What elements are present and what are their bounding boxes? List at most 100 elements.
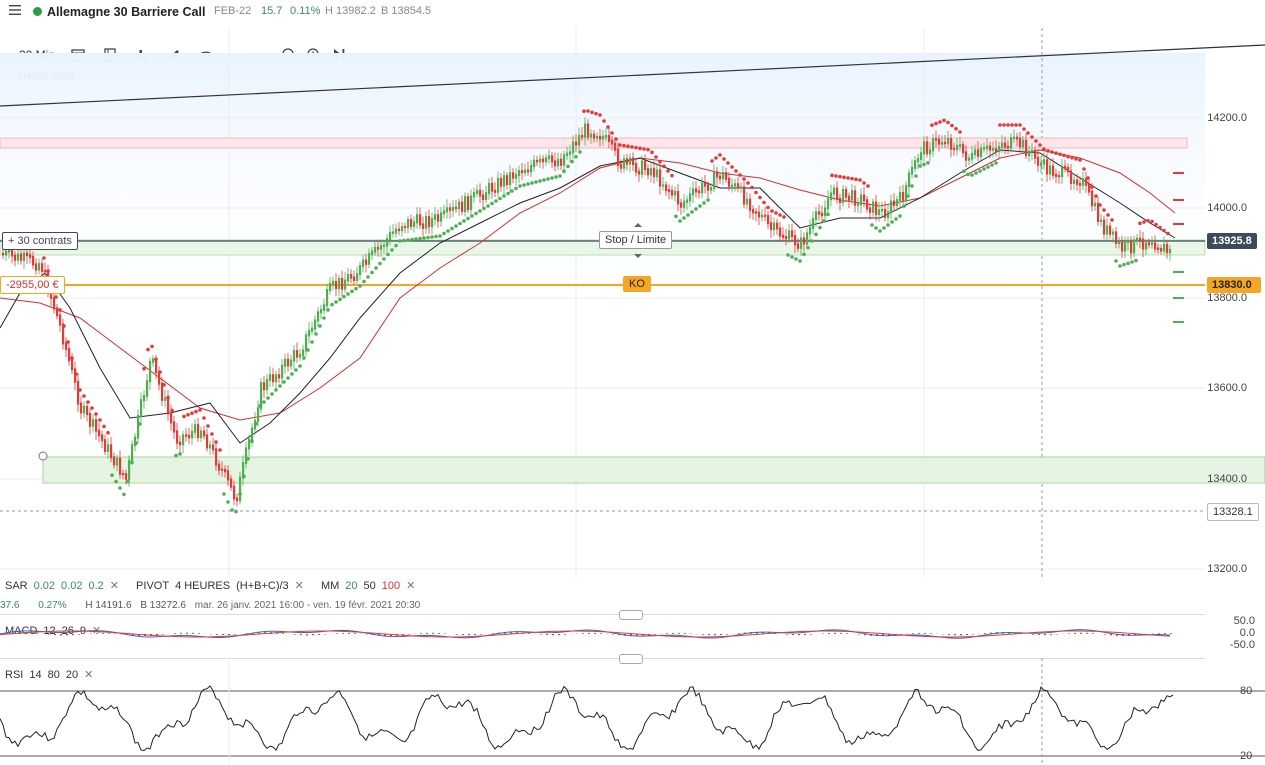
- instrument-header: Allemagne 30 Barriere Call FEB-22 15.7 0…: [0, 0, 1265, 24]
- candle-body: [959, 144, 962, 147]
- mm-param: 50: [363, 580, 376, 592]
- price-axis: 14200.0 14000.0 13800.0 13600.0 13400.0 …: [1205, 28, 1265, 578]
- candle-body: [902, 191, 905, 201]
- candle-body: [44, 270, 47, 273]
- macd-histogram-bar: [456, 634, 458, 635]
- candle-body: [782, 234, 785, 239]
- range-stats: 37.6 0.27% H 14191.6 B 13272.6 mar. 26 j…: [0, 600, 426, 611]
- candle-body: [1127, 239, 1130, 244]
- stop-limit-arrows-icon[interactable]: [634, 223, 642, 258]
- candle-body: [470, 195, 473, 211]
- macd-histogram-bar: [186, 632, 188, 634]
- sar-dot: [834, 174, 838, 178]
- macd-histogram-bar: [672, 632, 674, 634]
- candle-body: [146, 380, 149, 397]
- sar-dot: [1158, 225, 1162, 230]
- sar-dot: [538, 179, 542, 183]
- sar-dot: [1130, 260, 1134, 264]
- candle-body: [239, 476, 242, 502]
- candle-body: [815, 211, 818, 220]
- sar-close-icon[interactable]: ✕: [109, 580, 119, 592]
- sar-dot: [490, 201, 494, 206]
- sar-dot: [526, 182, 530, 186]
- candle-body: [491, 182, 494, 192]
- macd-histogram-bar: [1116, 634, 1118, 636]
- sar-dot: [118, 486, 122, 490]
- rsi-pane-resize-handle[interactable]: [619, 654, 643, 664]
- sar-dot: [1118, 264, 1122, 268]
- candle-body: [191, 430, 194, 439]
- candle-body: [551, 155, 554, 163]
- macd-histogram-bar: [312, 634, 314, 636]
- sar-dot: [970, 173, 974, 177]
- candle-body: [764, 214, 767, 217]
- candle-body: [986, 145, 989, 150]
- sar-dot: [1030, 135, 1034, 139]
- candle-body: [818, 211, 821, 215]
- macd-histogram-bar: [666, 633, 668, 634]
- ko-marker[interactable]: KO: [623, 276, 651, 292]
- candle-body: [29, 254, 32, 258]
- candle-body: [1028, 150, 1031, 157]
- candle-body: [320, 308, 323, 314]
- sar-dot: [962, 169, 966, 173]
- sar-dot: [98, 418, 102, 422]
- candle-body: [440, 212, 443, 222]
- sar-dot: [282, 380, 286, 384]
- candle-body: [854, 190, 857, 206]
- sar-dot: [670, 173, 674, 178]
- support-zone[interactable]: [42, 456, 1265, 484]
- pivot-close-icon[interactable]: ✕: [294, 580, 304, 592]
- macd-histogram-bar: [1044, 634, 1046, 636]
- sar-dot: [866, 184, 870, 188]
- position-contracts-tag[interactable]: + 30 contrats: [2, 232, 78, 250]
- macd-histogram-bar: [342, 632, 344, 634]
- macd-pane-resize-handle[interactable]: [619, 610, 643, 620]
- ko-price-tag[interactable]: 13830.0: [1207, 277, 1261, 293]
- candle-body: [596, 135, 599, 139]
- candle-body: [653, 168, 656, 178]
- candle-body: [398, 228, 401, 232]
- sar-dot: [978, 169, 982, 173]
- sar-dot: [738, 173, 742, 177]
- candle-body: [422, 223, 425, 229]
- mm-close-icon[interactable]: ✕: [406, 580, 416, 592]
- sar-dot: [54, 295, 58, 299]
- macd-histogram-bar: [552, 634, 554, 636]
- candle-body: [1094, 202, 1097, 207]
- candle-body: [722, 172, 725, 180]
- candle-body: [938, 138, 941, 145]
- macd-histogram-bar: [756, 631, 758, 634]
- position-pnl-tag[interactable]: -2955,00 €: [0, 276, 65, 294]
- macd-histogram-bar: [1080, 632, 1082, 634]
- sar-dot: [694, 207, 698, 211]
- sar-dot: [74, 372, 78, 376]
- candle-body: [1115, 231, 1118, 245]
- support-zone-handle[interactable]: [38, 451, 48, 461]
- sar-dot: [474, 211, 478, 216]
- candle-body: [1046, 159, 1049, 175]
- candle-body: [770, 222, 773, 231]
- macd-histogram-bar: [726, 634, 728, 635]
- candle-body: [563, 154, 566, 166]
- price-tick: 13800.0: [1207, 292, 1247, 304]
- candle-body: [1016, 136, 1019, 140]
- sar-dot: [102, 424, 106, 429]
- candle-body: [479, 189, 482, 197]
- sar-dot: [362, 279, 366, 284]
- sar-dot: [746, 181, 750, 185]
- candle-body: [977, 149, 980, 157]
- candle-body: [635, 162, 638, 173]
- trendline[interactable]: [0, 44, 1265, 107]
- crosshair-price-tag: 13328.1: [1207, 503, 1259, 521]
- macd-histogram-bar: [1032, 634, 1034, 635]
- candle-body: [629, 157, 632, 165]
- price-chart[interactable]: [0, 28, 1265, 578]
- sar-dot: [650, 150, 654, 155]
- hamburger-menu-icon[interactable]: [8, 3, 22, 17]
- stop-limit-button[interactable]: Stop / Limite: [599, 231, 673, 249]
- sar-dot: [722, 157, 726, 161]
- macd-histogram-bar: [528, 633, 530, 634]
- candle-body: [446, 207, 449, 213]
- rsi-close-icon[interactable]: ✕: [84, 669, 94, 681]
